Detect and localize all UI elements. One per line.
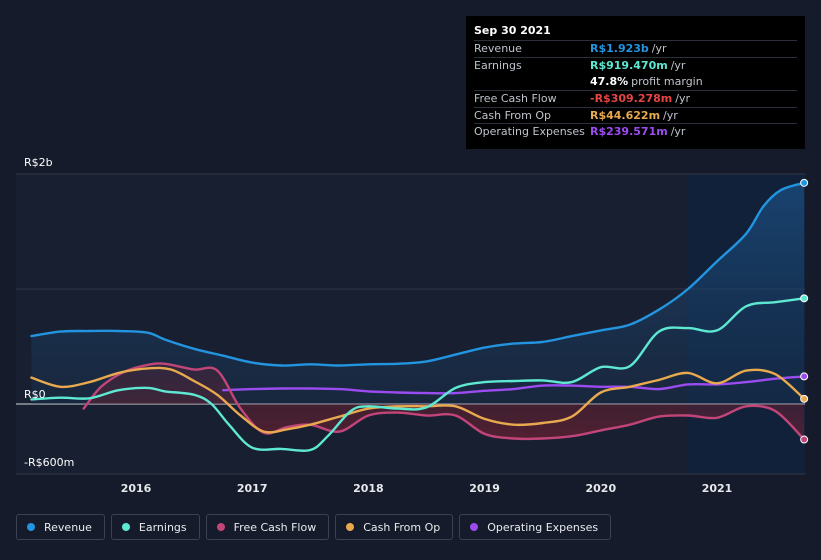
y-tick-label: -R$600m bbox=[24, 456, 74, 469]
legend-item-operating-expenses[interactable]: Operating Expenses bbox=[459, 514, 612, 540]
legend-label: Revenue bbox=[44, 520, 92, 534]
operating-expenses-endpoint bbox=[800, 372, 809, 381]
legend-dot-icon bbox=[121, 523, 130, 531]
y-tick-label: R$0 bbox=[24, 388, 46, 401]
tooltip-row-label: Earnings bbox=[474, 58, 522, 72]
free-cash-flow-area bbox=[83, 363, 805, 440]
cash-from-op-endpoint bbox=[800, 394, 809, 403]
x-tick-label: 2016 bbox=[121, 482, 152, 495]
operating-expenses-line bbox=[222, 375, 806, 395]
legend-item-cash-from-op[interactable]: Cash From Op bbox=[335, 514, 454, 540]
earnings-line bbox=[30, 297, 806, 452]
tooltip-row-value: R$239.571m bbox=[590, 125, 668, 139]
free-cash-flow-endpoint bbox=[800, 435, 809, 444]
tooltip-row-unit: /yr bbox=[675, 92, 691, 106]
cash-from-op-line bbox=[30, 366, 806, 434]
x-tick-label: 2019 bbox=[469, 482, 500, 495]
legend-dot-icon bbox=[27, 523, 35, 531]
tooltip-row: 47.8% profit margin bbox=[474, 73, 797, 90]
free-cash-flow-line bbox=[82, 362, 806, 441]
revenue-area bbox=[31, 182, 805, 404]
tooltip-row-label: Revenue bbox=[474, 42, 522, 55]
tooltip-row: Earnings R$919.470m/yr bbox=[474, 56, 797, 74]
tooltip-date: Sep 30 2021 bbox=[474, 24, 551, 37]
tooltip-row-value: -R$309.278m bbox=[590, 92, 673, 106]
x-tick-label: 2020 bbox=[585, 482, 616, 495]
revenue-endpoint bbox=[800, 178, 809, 187]
tooltip-row-unit: /yr bbox=[663, 108, 678, 122]
legend-label: Earnings bbox=[138, 520, 187, 534]
earnings-endpoint bbox=[800, 294, 809, 303]
tooltip-row-unit: /yr bbox=[651, 42, 667, 55]
tooltip-row-label: Cash From Op bbox=[474, 108, 552, 122]
x-tick-label: 2018 bbox=[353, 482, 384, 495]
x-tick-label: 2021 bbox=[702, 482, 733, 495]
tooltip-row-value: R$44.622m bbox=[590, 108, 661, 122]
x-tick-label: 2017 bbox=[237, 482, 268, 495]
tooltip-row-value: R$1.923b bbox=[590, 42, 649, 55]
y-tick-label: R$2b bbox=[24, 156, 53, 169]
tooltip-row-unit: profit margin bbox=[631, 75, 703, 89]
tooltip-panel: Sep 30 2021 Revenue R$1.923b/yr Earnings R$… bbox=[466, 16, 805, 149]
tooltip-row-label bbox=[474, 74, 590, 90]
legend-label: Free Cash Flow bbox=[233, 520, 317, 534]
tooltip-row: Cash From Op R$44.622m/yr bbox=[474, 106, 797, 124]
legend-label: Operating Expenses bbox=[487, 520, 599, 534]
legend-dot-icon bbox=[346, 523, 355, 531]
legend-dot-icon bbox=[216, 523, 225, 531]
legend-item-free-cash-flow[interactable]: Free Cash Flow bbox=[205, 514, 330, 540]
tooltip-row-label: Operating Expenses bbox=[474, 125, 585, 139]
tooltip-row-label: Free Cash Flow bbox=[474, 92, 557, 106]
tooltip-row: Revenue R$1.923b/yr bbox=[474, 40, 797, 57]
revenue-line bbox=[30, 181, 806, 367]
legend-label: Cash From Op bbox=[363, 520, 441, 534]
legend-dot-icon bbox=[470, 523, 479, 531]
legend-item-earnings[interactable]: Earnings bbox=[110, 514, 200, 540]
legend-item-revenue[interactable]: Revenue bbox=[16, 514, 105, 540]
tooltip-row-unit: /yr bbox=[670, 58, 686, 72]
tooltip-row-value: R$919.470m bbox=[590, 58, 668, 72]
legend: Revenue Earnings Free Cash Flow Cash From O… bbox=[16, 514, 617, 542]
tooltip-row: Free Cash Flow -R$309.278m/yr bbox=[474, 90, 797, 107]
tooltip-row-value: 47.8% bbox=[590, 75, 629, 89]
tooltip-row-unit: /yr bbox=[670, 125, 686, 139]
tooltip-row: Operating Expenses R$239.571m/yr bbox=[474, 123, 797, 140]
